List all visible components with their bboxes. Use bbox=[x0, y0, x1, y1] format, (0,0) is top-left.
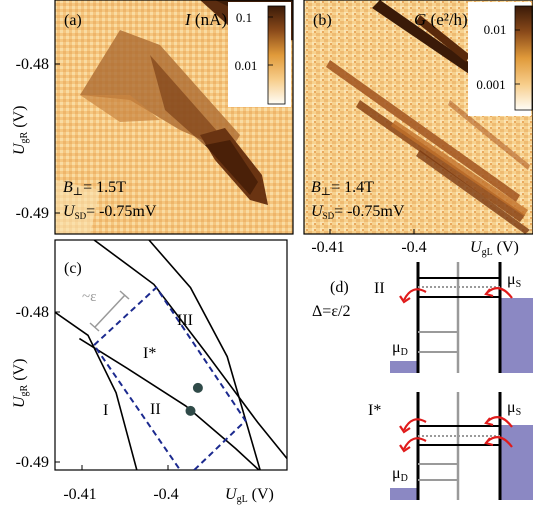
panel-a-bias: USD= -0.75mV bbox=[63, 203, 157, 221]
panel-a-quantity: I (nA) bbox=[184, 10, 227, 29]
panel-c-ylabel: UgR (V) bbox=[11, 359, 30, 408]
panel-c-xtick-right: -0.4 bbox=[153, 486, 178, 503]
series-line-unlabeled-3 bbox=[148, 240, 261, 470]
panel-a-field: B⊥= 1.5T bbox=[63, 179, 126, 198]
panel-c-xlabel: UgL (V) bbox=[225, 486, 274, 505]
panel-c-label: (c) bbox=[64, 260, 82, 277]
crossing-point bbox=[185, 405, 196, 416]
panel-b: 0.01 0.001 (b) G (e²/h) B⊥= 1.4T USD= -0… bbox=[303, 0, 533, 258]
level-diagram-top bbox=[390, 262, 533, 373]
panel-c: (c) ~ε I I* II III -0.48 -0.49 -0.41 -0.… bbox=[11, 239, 288, 505]
line-label-I: I bbox=[103, 402, 108, 419]
source-lead-bottom bbox=[500, 425, 533, 500]
panel-b-xlabel: UgL (V) bbox=[470, 239, 519, 258]
panel-a-ylabel: UgR (V) bbox=[11, 106, 30, 155]
panel-b-bias: USD= -0.75mV bbox=[311, 203, 405, 221]
panel-a-ytick-bottom: -0.49 bbox=[16, 205, 49, 222]
panel-b-field: B⊥= 1.4T bbox=[311, 179, 374, 198]
panel-b-xtick-right: -0.4 bbox=[401, 239, 426, 256]
colorbar-a-tick-mid: 0.01 bbox=[235, 58, 258, 73]
bottom-level-label: I* bbox=[368, 402, 381, 419]
colorbar-b-tick-top: 0.01 bbox=[484, 22, 507, 37]
epsilon-label: ~ε bbox=[82, 289, 96, 305]
mu-d-top: μD bbox=[392, 339, 408, 358]
series-line-III bbox=[93, 240, 287, 460]
colorbar-b-tick-bottom: 0.001 bbox=[476, 77, 505, 92]
panel-a-label: (a) bbox=[64, 12, 82, 29]
line-label-I-star: I* bbox=[143, 345, 156, 362]
series-line-II bbox=[78, 337, 260, 470]
line-label-II: II bbox=[150, 401, 161, 418]
top-level-label: II bbox=[374, 280, 385, 297]
panel-a-ytick-top: -0.48 bbox=[16, 56, 49, 73]
panel-d-label: (d) bbox=[330, 279, 349, 296]
drain-lead-top bbox=[390, 361, 418, 373]
panel-b-quantity: G (e²/h) bbox=[414, 10, 468, 29]
series-line-I bbox=[55, 311, 138, 470]
colorbar-a-tick-top: 0.1 bbox=[236, 10, 252, 25]
panel-a: 0.1 0.01 (a) I (nA) B⊥= 1.5T USD= -0.75m… bbox=[11, 0, 294, 235]
colorbar-b bbox=[514, 5, 533, 111]
dashed-outline bbox=[93, 286, 247, 470]
panel-d: (d) Δ=ε/2 II μS μD bbox=[312, 262, 533, 500]
panel-b-label: (b) bbox=[313, 12, 332, 29]
panel-c-xtick-left: -0.41 bbox=[63, 486, 96, 503]
colorbar-a bbox=[267, 5, 286, 105]
drain-lead-bottom bbox=[390, 488, 418, 500]
mu-s-top: μS bbox=[507, 271, 521, 290]
mu-s-bottom: μS bbox=[507, 399, 521, 418]
line-label-III: III bbox=[177, 312, 193, 329]
panel-c-frame bbox=[54, 239, 288, 471]
panel-c-plot bbox=[55, 240, 287, 470]
level-diagram-bottom bbox=[390, 392, 533, 500]
crossing-point bbox=[192, 382, 203, 393]
epsilon-marker bbox=[89, 290, 130, 332]
source-lead-top bbox=[500, 298, 533, 373]
panel-c-ytick-bottom: -0.49 bbox=[16, 454, 49, 471]
panel-d-delta: Δ=ε/2 bbox=[312, 303, 350, 320]
mu-d-bottom: μD bbox=[392, 465, 408, 484]
panel-c-ytick-top: -0.48 bbox=[16, 304, 49, 321]
panel-b-xtick-left: -0.41 bbox=[311, 239, 344, 256]
